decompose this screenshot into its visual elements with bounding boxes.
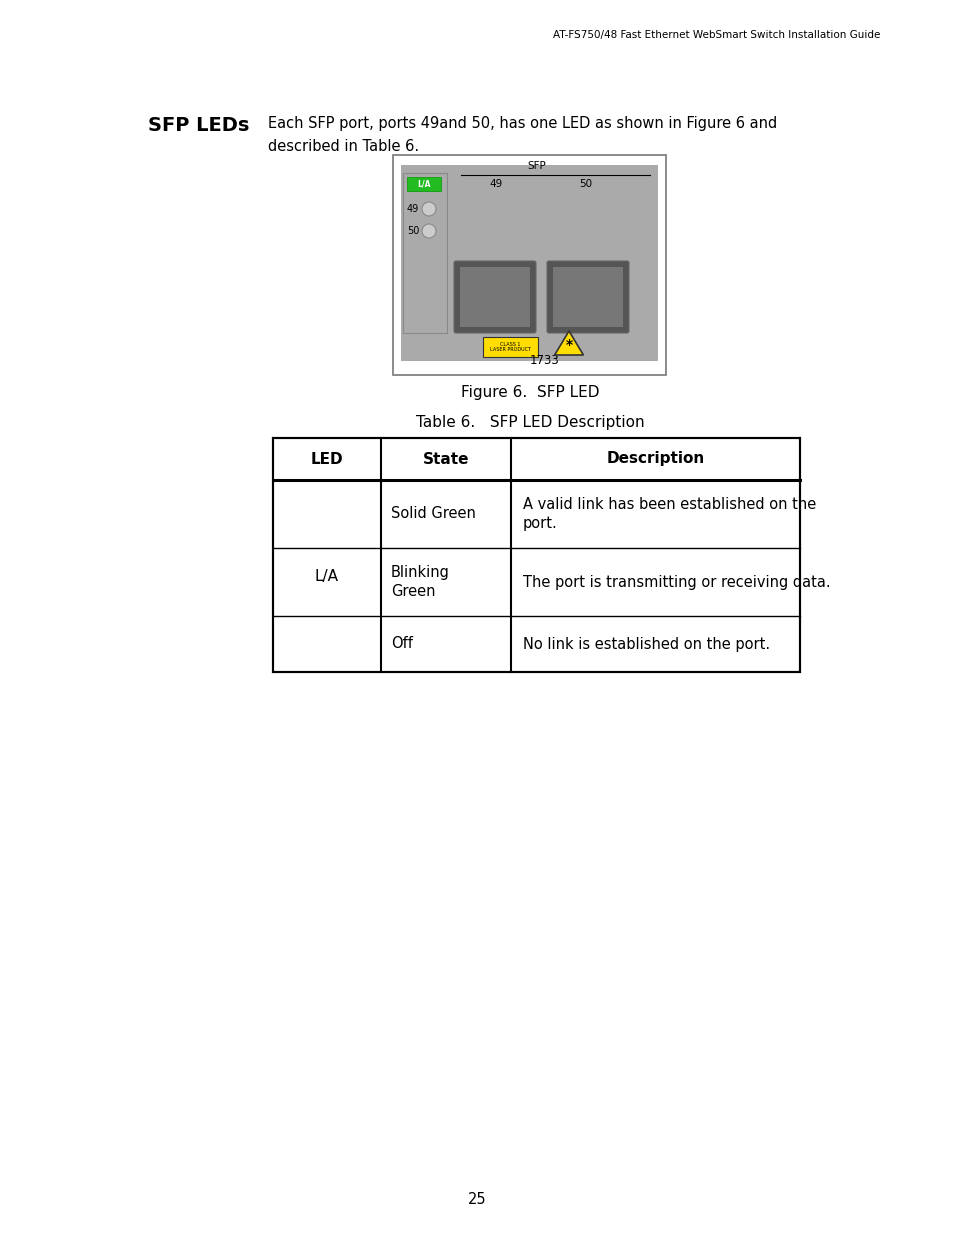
Bar xyxy=(400,165,658,361)
Bar xyxy=(273,438,800,672)
Text: AT-FS750/48 Fast Ethernet WebSmart Switch Installation Guide: AT-FS750/48 Fast Ethernet WebSmart Switc… xyxy=(552,30,879,40)
Text: State: State xyxy=(422,452,469,467)
Circle shape xyxy=(421,203,436,216)
Bar xyxy=(553,267,622,327)
Text: L/A: L/A xyxy=(416,179,431,189)
Bar xyxy=(459,267,530,327)
Text: No link is established on the port.: No link is established on the port. xyxy=(522,636,769,652)
Text: 25: 25 xyxy=(467,1192,486,1207)
Polygon shape xyxy=(554,331,583,354)
Text: LED: LED xyxy=(311,452,343,467)
Text: SFP LEDs: SFP LEDs xyxy=(148,116,249,135)
Text: A valid link has been established on the
port.: A valid link has been established on the… xyxy=(522,496,816,531)
FancyBboxPatch shape xyxy=(454,261,536,333)
Text: 50: 50 xyxy=(578,179,592,189)
Text: Table 6.   SFP LED Description: Table 6. SFP LED Description xyxy=(416,415,643,430)
Circle shape xyxy=(421,224,436,238)
Text: SFP: SFP xyxy=(527,161,545,170)
Text: Blinking
Green: Blinking Green xyxy=(391,564,450,599)
FancyBboxPatch shape xyxy=(546,261,628,333)
Bar xyxy=(482,337,537,357)
Text: 50: 50 xyxy=(407,226,419,236)
Text: The port is transmitting or receiving data.: The port is transmitting or receiving da… xyxy=(522,574,830,589)
Bar xyxy=(407,177,440,191)
Text: Figure 6.  SFP LED: Figure 6. SFP LED xyxy=(460,385,598,400)
Text: Solid Green: Solid Green xyxy=(391,506,476,521)
Text: L/A: L/A xyxy=(314,568,338,583)
Text: 49: 49 xyxy=(489,179,502,189)
Text: 49: 49 xyxy=(407,204,418,214)
Text: described in Table 6.: described in Table 6. xyxy=(268,140,418,154)
Bar xyxy=(402,173,447,333)
Text: Description: Description xyxy=(606,452,704,467)
Text: 1733: 1733 xyxy=(529,354,558,367)
Text: Off: Off xyxy=(391,636,413,652)
Text: CLASS 1
LASER PRODUCT: CLASS 1 LASER PRODUCT xyxy=(490,342,531,352)
Bar xyxy=(393,156,665,375)
Text: *: * xyxy=(565,338,572,352)
Text: Each SFP port, ports 49and 50, has one LED as shown in Figure 6 and: Each SFP port, ports 49and 50, has one L… xyxy=(268,116,777,131)
